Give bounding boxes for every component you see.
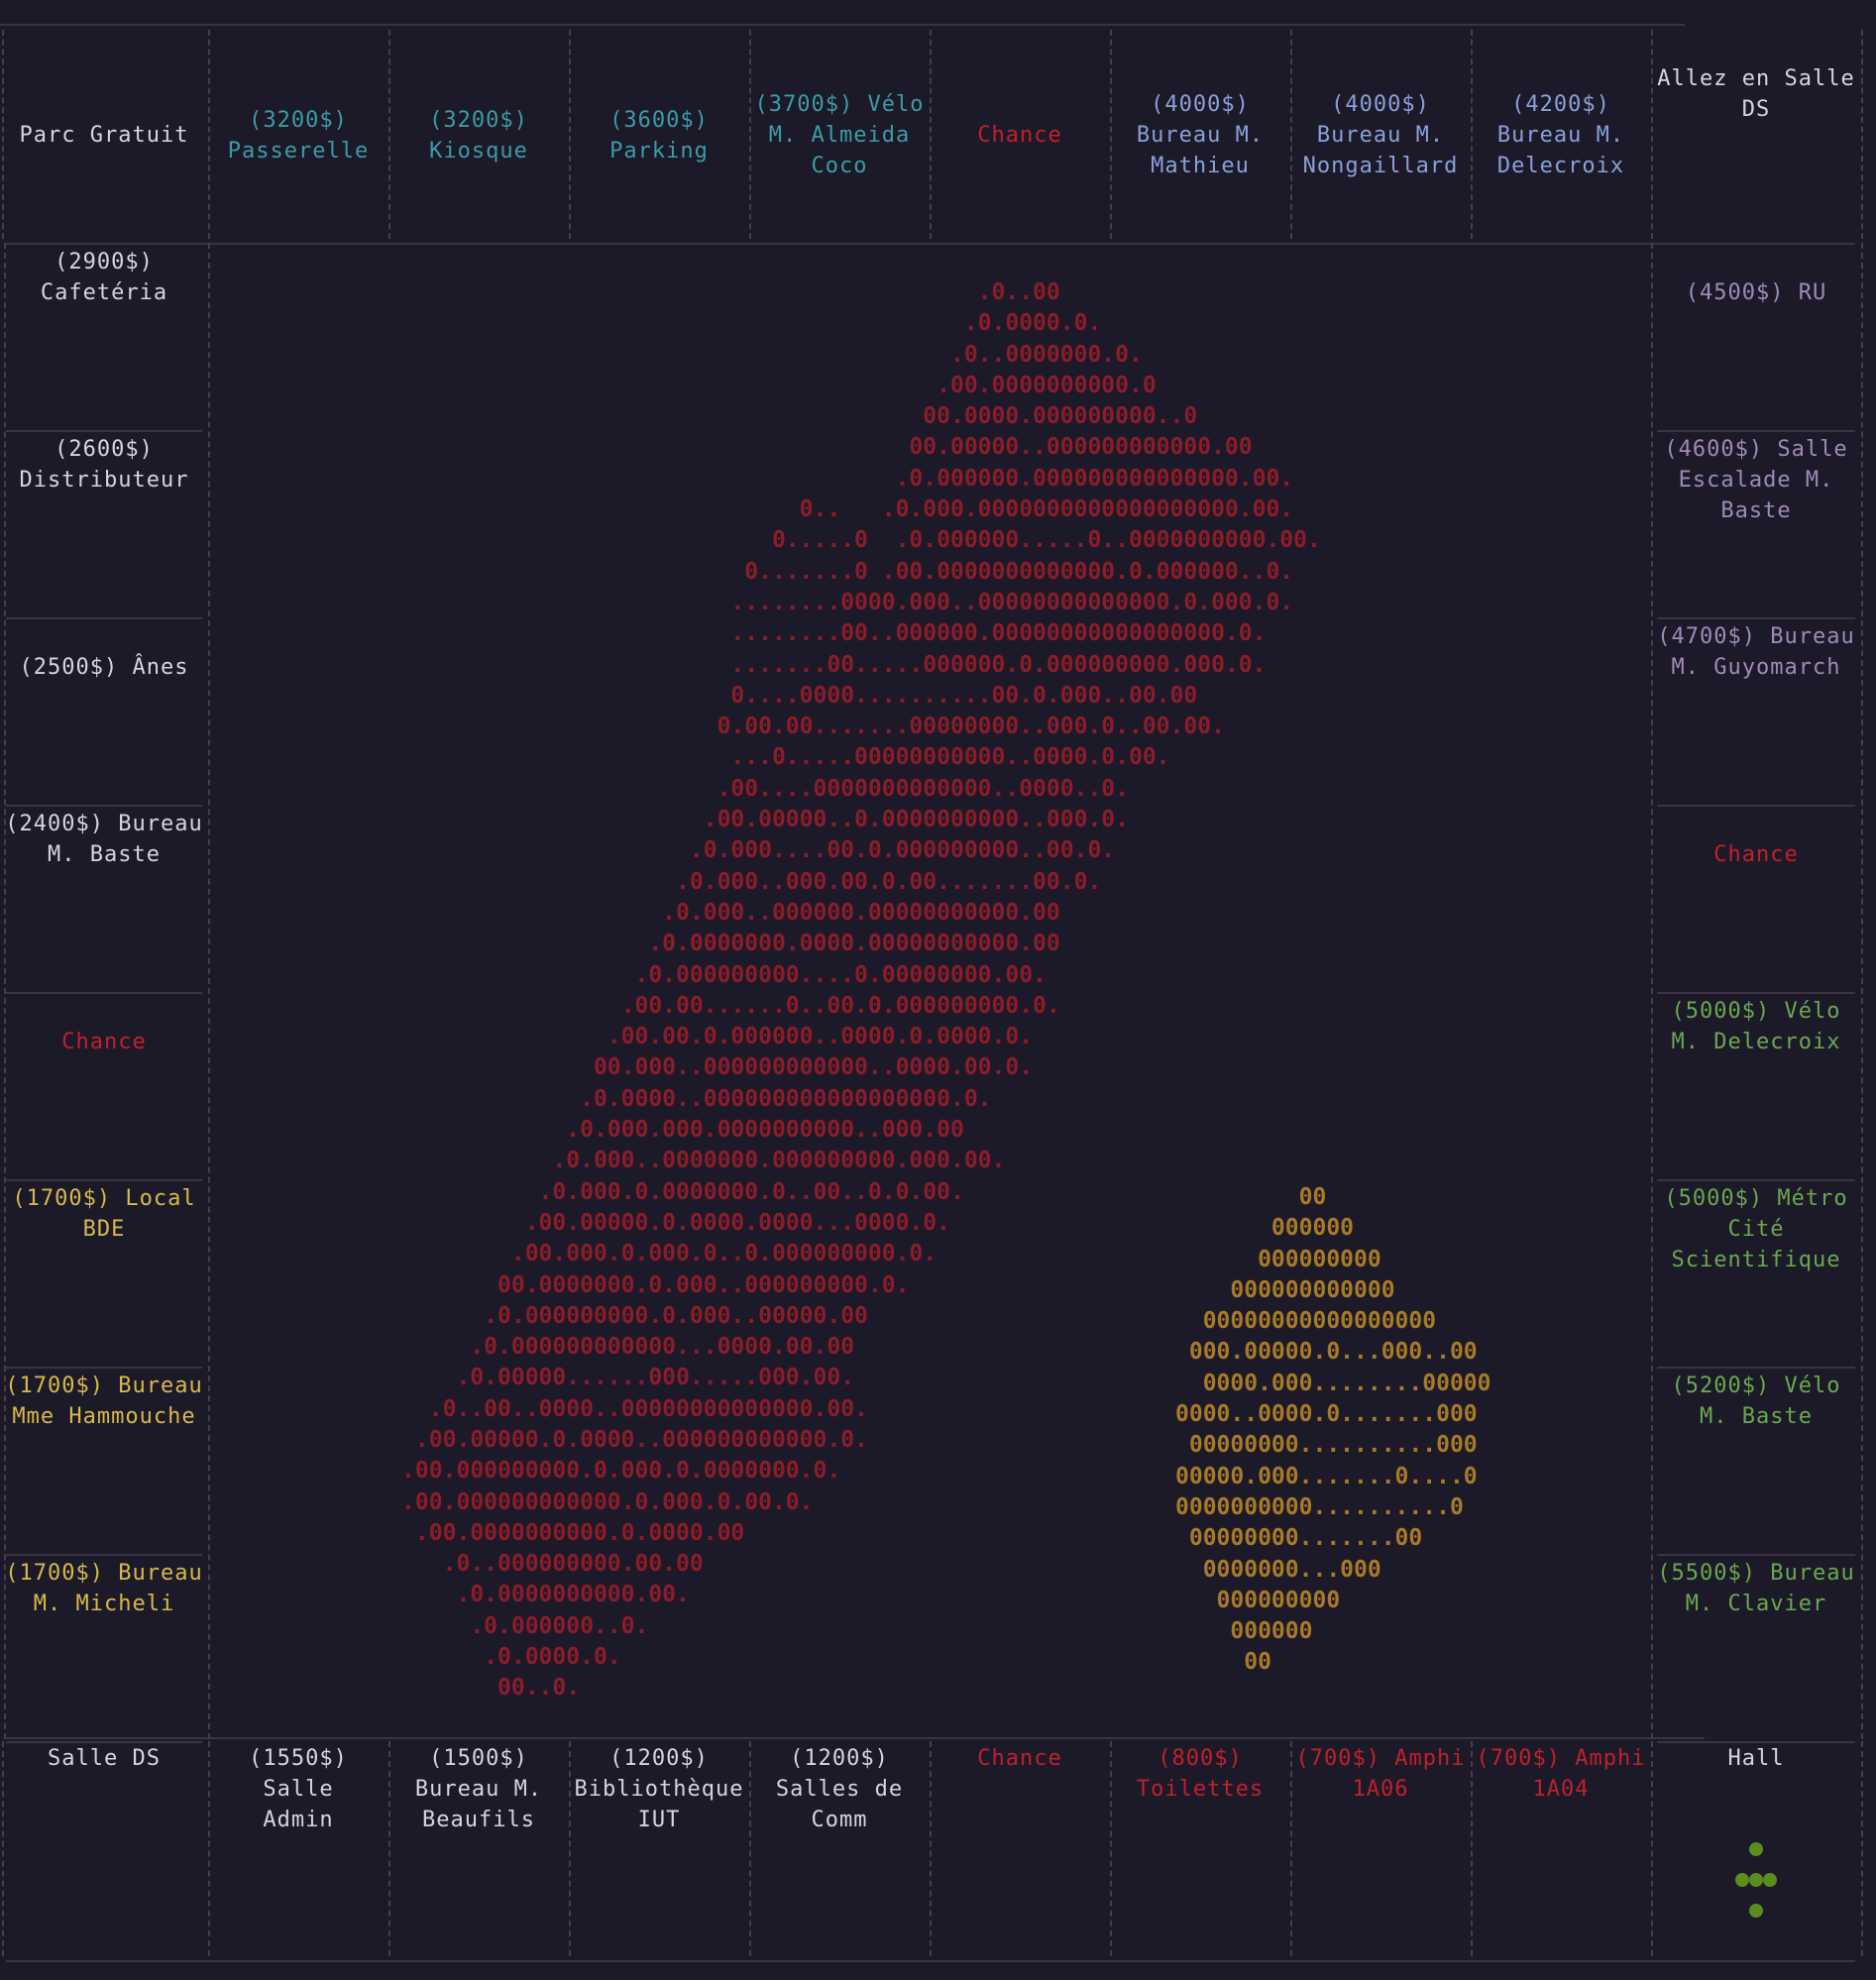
- row-divider: [1657, 992, 1855, 994]
- board-space-chance[interactable]: Chance: [977, 123, 1062, 148]
- board-space-toilettes[interactable]: (800$) Toilettes: [1136, 1746, 1265, 1802]
- cell-divider: [930, 1741, 932, 1956]
- cell-divider: [569, 30, 571, 239]
- cell-divider: [2, 30, 4, 239]
- cell-divider: [388, 1741, 390, 1956]
- row-divider: [6, 243, 202, 245]
- cell-divider: [4, 243, 6, 1739]
- board-space-passerelle[interactable]: (3200$) Passerelle: [227, 107, 370, 164]
- board-space-velo-m-baste[interactable]: (5200$) Vélo M. Baste: [1671, 1374, 1841, 1429]
- row-divider: [1657, 805, 1855, 807]
- player-token[interactable]: [1749, 1842, 1763, 1856]
- cell-divider: [208, 30, 210, 239]
- cell-divider: [208, 243, 210, 1739]
- board-space-salles-de-comm[interactable]: (1200$) Salles de Comm: [775, 1746, 904, 1832]
- board-space-bureau-m-nongaillard[interactable]: (4000$) Bureau M. Nongaillard: [1302, 92, 1459, 178]
- board-space-bureau-m-clavier[interactable]: (5500$) Bureau M. Clavier: [1657, 1561, 1855, 1616]
- cell-divider: [749, 30, 751, 239]
- row-divider: [1657, 1554, 1855, 1556]
- center-pixel-art-gold: 00 000000 000000000 000000000000 0000000…: [1175, 1184, 1491, 1676]
- board-space-chance[interactable]: Chance: [1713, 842, 1799, 867]
- row-divider: [1657, 243, 1855, 245]
- board-space-salle-admin[interactable]: (1550$) Salle Admin: [249, 1746, 348, 1832]
- board-space-anes[interactable]: (2500$) Ânes: [19, 655, 189, 680]
- player-token[interactable]: [1749, 1904, 1763, 1918]
- player-token[interactable]: [1735, 1873, 1749, 1887]
- row-divider: [6, 992, 202, 994]
- cell-divider: [1861, 1741, 1863, 1956]
- center-pixel-art-red: .0..00 .0.0000.0. .0..0000000.0. .00.000…: [401, 279, 1321, 1702]
- board-space-chance[interactable]: Chance: [61, 1030, 147, 1054]
- board-space-amphi-1a04[interactable]: (700$) Amphi 1A04: [1476, 1746, 1646, 1802]
- cell-divider: [1110, 1741, 1112, 1956]
- cell-divider: [569, 1741, 571, 1956]
- board-space-chance[interactable]: Chance: [977, 1746, 1062, 1771]
- row-divider: [6, 1179, 202, 1181]
- row-divider: [6, 1737, 1705, 1739]
- cell-divider: [930, 30, 932, 239]
- board-space-amphi-1a06[interactable]: (700$) Amphi 1A06: [1295, 1746, 1466, 1802]
- cell-divider: [1861, 30, 1863, 239]
- board-space-bureau-m-micheli[interactable]: (1700$) Bureau M. Micheli: [5, 1561, 203, 1616]
- board-space-kiosque[interactable]: (3200$) Kiosque: [429, 107, 528, 164]
- cell-divider: [1651, 243, 1653, 1739]
- cell-divider: [1290, 30, 1292, 239]
- row-divider: [6, 1367, 202, 1369]
- cell-divider: [208, 1741, 210, 1956]
- board-space-velo-m-almeida-coco[interactable]: (3700$) Vélo M. Almeida Coco: [754, 92, 925, 178]
- board-space-hall[interactable]: Hall: [1727, 1746, 1785, 1771]
- row-divider: [1657, 1179, 1855, 1181]
- board-space-bureau-m-delecroix[interactable]: (4200$) Bureau M. Delecroix: [1496, 92, 1625, 178]
- row-divider: [6, 243, 1855, 245]
- board-space-local-bde[interactable]: (1700$) Local BDE: [12, 1186, 196, 1242]
- cell-divider: [749, 1741, 751, 1956]
- board-space-salle-ds[interactable]: Salle DS: [48, 1746, 161, 1771]
- player-token[interactable]: [1749, 1873, 1763, 1887]
- board-space-salle-escalade-m-baste[interactable]: (4600$) Salle Escalade M. Baste: [1664, 437, 1848, 523]
- board-space-bibliotheque-iut[interactable]: (1200$) Bibliothèque IUT: [574, 1746, 744, 1832]
- row-divider: [0, 24, 1685, 26]
- board-space-bureau-m-mathieu[interactable]: (4000$) Bureau M. Mathieu: [1136, 92, 1265, 178]
- board-space-ru[interactable]: (4500$) RU: [1685, 280, 1827, 305]
- row-divider: [1657, 430, 1855, 432]
- cell-divider: [1651, 1741, 1653, 1956]
- board-space-parking[interactable]: (3600$) Parking: [609, 107, 709, 164]
- cell-divider: [1290, 1741, 1292, 1956]
- row-divider: [1657, 617, 1855, 619]
- board-space-bureau-m-beaufils[interactable]: (1500$) Bureau M. Beaufils: [414, 1746, 543, 1832]
- cell-divider: [1861, 243, 1863, 1739]
- row-divider: [1657, 1367, 1855, 1369]
- cell-divider: [388, 30, 390, 239]
- cell-divider: [1471, 30, 1473, 239]
- row-divider: [6, 1960, 1855, 1962]
- cell-divider: [1110, 30, 1112, 239]
- row-divider: [6, 1741, 202, 1743]
- cell-divider: [1471, 1741, 1473, 1956]
- row-divider: [6, 430, 202, 432]
- board-space-bureau-m-guyomarch[interactable]: (4700$) Bureau M. Guyomarch: [1657, 624, 1855, 680]
- row-divider: [1657, 1741, 1855, 1743]
- board-space-allez-en-salle-ds[interactable]: Allez en Salle DS: [1657, 66, 1855, 122]
- board-space-bureau-m-baste[interactable]: (2400$) Bureau M. Baste: [5, 812, 203, 867]
- cell-divider: [1651, 30, 1653, 239]
- board-space-metro-cite-scientifique[interactable]: (5000$) Métro Cité Scientifique: [1664, 1186, 1848, 1272]
- board-space-cafeteria[interactable]: (2900$) Cafetéria: [40, 250, 168, 305]
- row-divider: [6, 617, 202, 619]
- row-divider: [6, 805, 202, 807]
- board-space-velo-m-delecroix[interactable]: (5000$) Vélo M. Delecroix: [1671, 999, 1841, 1054]
- board-space-distributeur[interactable]: (2600$) Distributeur: [19, 437, 189, 493]
- player-token[interactable]: [1763, 1873, 1777, 1887]
- board-space-parc-gratuit[interactable]: Parc Gratuit: [19, 123, 189, 148]
- cell-divider: [2, 1741, 4, 1956]
- board-space-bureau-mme-hammouche[interactable]: (1700$) Bureau Mme Hammouche: [5, 1374, 203, 1429]
- row-divider: [6, 1554, 202, 1556]
